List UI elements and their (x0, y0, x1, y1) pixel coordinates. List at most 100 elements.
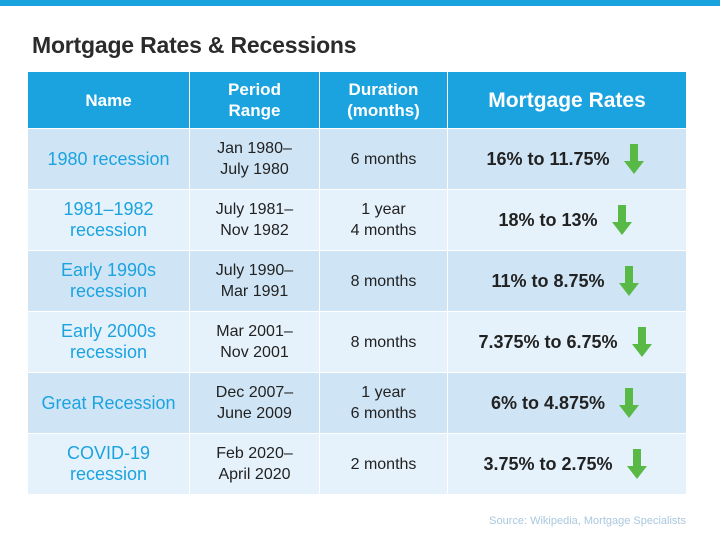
period-range-cell-line: July 1990– (215, 262, 294, 279)
mortgage-rate-text: 3.75% to 2.75% (483, 453, 613, 474)
period-range-cell-line: April 2020 (218, 466, 291, 483)
recession-name-cell-line: 1981–1982 (63, 199, 154, 219)
recession-name-cell: Great Recession (28, 372, 190, 433)
duration-cell-line: 8 months (350, 333, 417, 351)
table-row: 1981–1982 recession July 1981– Nov 1982 1 ye… (28, 189, 686, 250)
arrow-down-icon (618, 266, 639, 296)
arrow-down-shape (618, 266, 639, 296)
arrow-down-icon (619, 388, 640, 418)
recession-name-cell-line: 1980 recession (47, 148, 170, 169)
arrow-down-icon (611, 205, 632, 235)
duration-cell: 8 months (320, 250, 448, 311)
period-range-cell-line: Dec 2007– (215, 384, 294, 401)
recession-name-cell-line: Early 1990s (60, 260, 157, 280)
table-body: 1980 recession Jan 1980– July 1980 6 months… (28, 128, 686, 494)
recession-name-cell-line: recession (69, 342, 148, 362)
period-range-cell: Mar 2001– Nov 2001 (190, 311, 320, 372)
duration-cell: 8 months (320, 311, 448, 372)
period-range-cell: July 1981– Nov 1982 (190, 189, 320, 250)
duration-cell-line: 2 months (350, 455, 417, 473)
recessions-table-container: Name Period Range Duration (months) Mort… (28, 72, 686, 494)
period-range-cell-line: July 1980 (220, 161, 289, 178)
period-range-cell-line: June 2009 (217, 405, 292, 422)
recession-name-cell: 1980 recession (28, 128, 190, 189)
period-range-cell-line: Nov 1982 (220, 222, 289, 239)
mortgage-rate-content: 6% to 4.875% (448, 388, 682, 418)
mortgage-rate-cell: 6% to 4.875% (448, 372, 686, 433)
recessions-table: Name Period Range Duration (months) Mort… (28, 72, 686, 494)
duration-cell-line: 1 year (361, 384, 406, 401)
header-mortgage-rates: Mortgage Rates (448, 72, 686, 128)
recession-name-cell-line: Early 2000s (60, 321, 157, 341)
period-range-cell: Feb 2020– April 2020 (190, 433, 320, 494)
recession-name-cell-line: Great Recession (41, 392, 176, 413)
arrow-down-shape (619, 388, 640, 418)
header-line: (months) (347, 101, 420, 120)
mortgage-rate-text: 7.375% to 6.75% (478, 331, 618, 352)
mortgage-rate-text: 11% to 8.75% (491, 270, 605, 291)
arrow-down-shape (611, 205, 632, 235)
period-range-cell-line: July 1981– (215, 201, 294, 218)
duration-cell: 6 months (320, 128, 448, 189)
duration-cell-line: 4 months (350, 222, 417, 239)
recession-name-cell: 1981–1982 recession (28, 189, 190, 250)
header-line: Mortgage Rates (488, 88, 646, 112)
period-range-cell-line: Mar 2001– (216, 323, 293, 340)
arrow-down-icon (623, 144, 644, 174)
duration-cell: 2 months (320, 433, 448, 494)
arrow-down-shape (623, 144, 644, 174)
arrow-down-shape (626, 449, 647, 479)
duration-cell-line: 1 year (361, 201, 406, 218)
period-range-cell: Jan 1980– July 1980 (190, 128, 320, 189)
recession-name-cell-line: recession (69, 281, 148, 301)
header-line: Duration (348, 80, 419, 99)
recession-name-cell: Early 1990s recession (28, 250, 190, 311)
source-caption: Source: Wikipedia, Mortgage Specialists (489, 515, 686, 527)
recession-name-cell-line: recession (69, 220, 148, 240)
table-row: COVID-19 recession Feb 2020– April 2020 2 mo… (28, 433, 686, 494)
mortgage-rate-content: 16% to 11.75% (448, 144, 682, 174)
duration-cell: 1 year 6 months (320, 372, 448, 433)
arrow-down-icon (626, 449, 647, 479)
mortgage-rate-cell: 7.375% to 6.75% (448, 311, 686, 372)
mortgage-rate-content: 7.375% to 6.75% (448, 327, 682, 357)
recession-name-cell: Early 2000s recession (28, 311, 190, 372)
header-line: Range (228, 101, 281, 120)
table-row: Great Recession Dec 2007– June 2009 1 year 6… (28, 372, 686, 433)
page-title: Mortgage Rates & Recessions (32, 32, 357, 58)
top-accent-bar (0, 0, 720, 6)
table-row: 1980 recession Jan 1980– July 1980 6 months… (28, 128, 686, 189)
table-row: Early 1990s recession July 1990– Mar 1991 8 … (28, 250, 686, 311)
mortgage-rate-text: 6% to 4.875% (490, 392, 606, 413)
table-row: Early 2000s recession Mar 2001– Nov 2001 8 m… (28, 311, 686, 372)
period-range-cell-line: Jan 1980– (217, 140, 292, 157)
recession-name-cell-line: recession (69, 464, 148, 484)
header-line: Period (228, 80, 281, 99)
period-range-cell-line: Feb 2020– (216, 445, 293, 462)
duration-cell-line: 6 months (350, 405, 417, 422)
header-duration: Duration (months) (320, 72, 448, 128)
period-range-cell-line: Mar 1991 (220, 283, 289, 300)
period-range-cell: Dec 2007– June 2009 (190, 372, 320, 433)
mortgage-rate-cell: 3.75% to 2.75% (448, 433, 686, 494)
duration-cell-line: 8 months (350, 272, 417, 290)
header-line: Name (85, 90, 132, 110)
mortgage-rate-cell: 11% to 8.75% (448, 250, 686, 311)
recession-name-cell: COVID-19 recession (28, 433, 190, 494)
header-name: Name (28, 72, 190, 128)
mortgage-rate-cell: 18% to 13% (448, 189, 686, 250)
mortgage-rate-content: 18% to 13% (448, 205, 682, 235)
duration-cell: 1 year 4 months (320, 189, 448, 250)
mortgage-rate-text: 18% to 13% (498, 209, 598, 230)
mortgage-rate-content: 3.75% to 2.75% (448, 449, 682, 479)
period-range-cell: July 1990– Mar 1991 (190, 250, 320, 311)
arrow-down-shape (631, 327, 652, 357)
header-period-range: Period Range (190, 72, 320, 128)
recession-name-cell-line: COVID-19 (66, 443, 151, 463)
mortgage-rate-content: 11% to 8.75% (448, 266, 682, 296)
duration-cell-line: 6 months (350, 150, 417, 168)
period-range-cell-line: Nov 2001 (220, 344, 289, 361)
mortgage-rate-cell: 16% to 11.75% (448, 128, 686, 189)
table-header-row: Name Period Range Duration (months) Mort… (28, 72, 686, 128)
mortgage-rate-text: 16% to 11.75% (486, 148, 610, 169)
